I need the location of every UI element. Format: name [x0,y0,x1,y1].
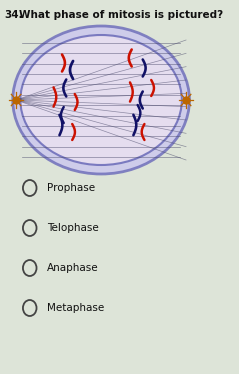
Text: Metaphase: Metaphase [47,303,104,313]
Ellipse shape [20,35,182,165]
Text: 34.: 34. [4,10,23,20]
Text: Prophase: Prophase [47,183,95,193]
Text: What phase of mitosis is pictured?: What phase of mitosis is pictured? [19,10,223,20]
Ellipse shape [13,26,190,174]
Text: Anaphase: Anaphase [47,263,98,273]
Text: Telophase: Telophase [47,223,98,233]
